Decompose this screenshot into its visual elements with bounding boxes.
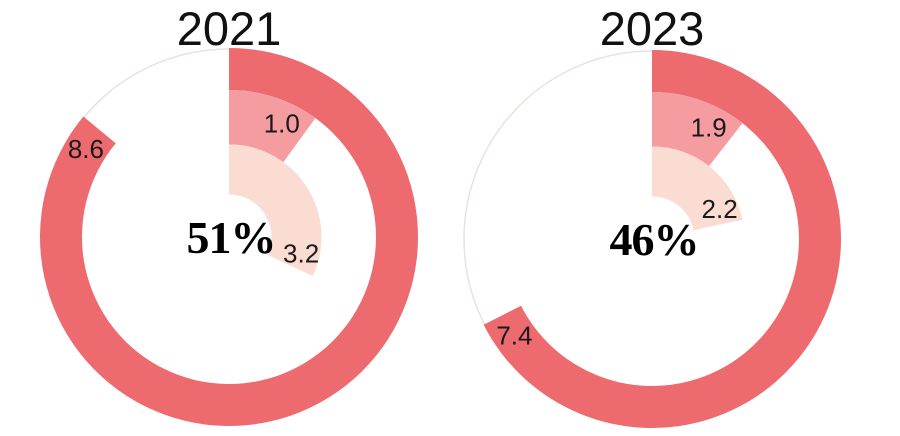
center-percentage-2023: 46% <box>610 214 699 265</box>
inner-arc-2023 <box>652 146 743 231</box>
outer-arc-value-label: 7.4 <box>496 320 532 350</box>
outer-arc-value-label: 8.6 <box>68 134 104 164</box>
inner-arc-2021 <box>229 144 322 277</box>
middle-arc-value-label: 1.9 <box>691 113 727 143</box>
donut-chart-2023: 2023 7.4 1.9 2.2 46% <box>463 2 842 428</box>
donut-chart-2021: 2021 8.6 1.0 3.2 51% <box>39 2 418 426</box>
middle-arc-value-label: 1.0 <box>264 109 300 139</box>
inner-arc-value-label: 2.2 <box>702 194 738 224</box>
center-percentage-2021: 51% <box>187 212 276 263</box>
middle-arc-2021 <box>229 90 316 163</box>
chart-title-2021: 2021 <box>177 2 282 55</box>
chart-title-2023: 2023 <box>600 2 705 55</box>
inner-arc-value-label: 3.2 <box>283 239 319 269</box>
middle-arc-2023 <box>652 92 743 167</box>
